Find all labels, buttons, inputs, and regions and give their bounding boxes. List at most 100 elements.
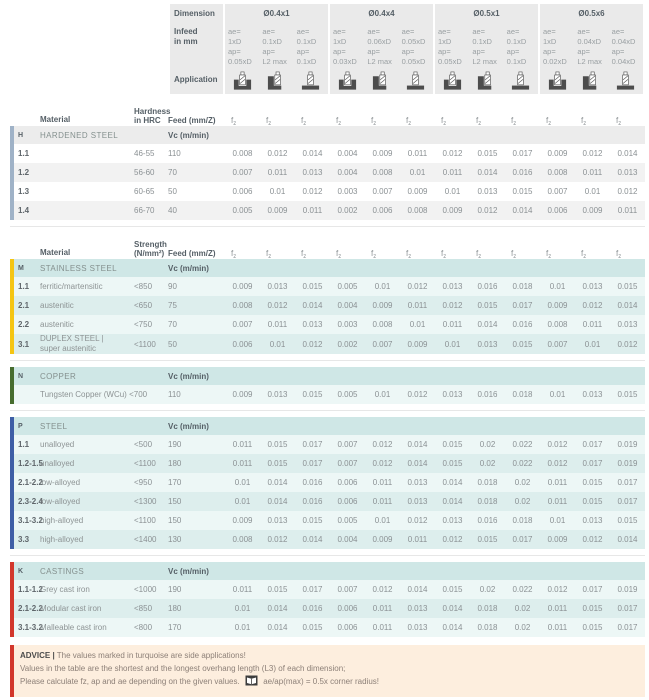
qualifier-cell: <1100	[134, 459, 156, 468]
slot-milling-icon	[540, 68, 574, 94]
fz-value: 0.013	[302, 320, 323, 329]
fz-value: 0.003	[337, 320, 358, 329]
fz-value: 0.016	[512, 320, 533, 329]
fz-column-header: fz	[441, 249, 447, 260]
fz-value: 0.017	[582, 459, 603, 468]
fz-column-header: fz	[231, 116, 237, 127]
fz-value: 0.017	[512, 301, 533, 310]
section-hardened-steel: H HARDENED STEEL Vc (m/min) 1.1 46-55 110 0.00…	[10, 126, 645, 220]
fz-value: 0.011	[372, 478, 393, 487]
qualifier-cell: <850	[134, 282, 153, 291]
fz-column-header: fz	[441, 116, 447, 127]
fz-value: 0.008	[232, 301, 253, 310]
fz-value: 0.012	[582, 149, 603, 158]
fz-value: 0.003	[337, 187, 358, 196]
fz-value: 0.017	[617, 478, 638, 487]
section-stainless-steel: M STAINLESS STEEL Vc (m/min) 1.1 ferritic/ma…	[10, 259, 645, 354]
qualifier-cell: <500	[134, 440, 153, 449]
vc-value: 180	[168, 604, 182, 613]
fz-value: 0.01	[584, 339, 601, 349]
material-group-color-bar	[10, 126, 14, 220]
material-cell: high-alloyed	[40, 515, 84, 525]
vc-value: 70	[168, 320, 177, 329]
application-icons	[435, 68, 538, 94]
ae-prefix: ae=	[262, 27, 276, 36]
ap-prefix: ap=	[296, 47, 310, 56]
fz-value: 0.014	[302, 301, 323, 310]
fz-value: 0.015	[302, 390, 323, 399]
row-id: 3.1	[18, 339, 30, 349]
fz-value: 0.017	[582, 585, 603, 594]
fz-value: 0.015	[512, 339, 533, 349]
fz-value: 0.01	[549, 390, 566, 399]
dimension-value: Ø0.5x6	[578, 9, 605, 18]
dimension-value: Ø0.4x4	[368, 9, 395, 18]
advice-color-bar	[10, 645, 14, 697]
fz-value: 0.008	[407, 206, 428, 215]
fz-value: 0.011	[582, 320, 603, 329]
table-row: 1.1 ferritic/martensitic <850 90 0.009 0.013 0…	[10, 277, 645, 296]
material-cell: austenitic	[40, 300, 74, 310]
fz-value: 0.014	[407, 440, 428, 449]
ae-value: 1xD	[228, 36, 242, 46]
qualifier-cell: <950	[134, 478, 153, 487]
fz-value: 0.009	[547, 535, 568, 544]
fz-value: 0.011	[407, 535, 428, 544]
fz-value: 0.014	[512, 206, 533, 215]
fz-value: 0.012	[407, 282, 428, 291]
fz-value: 0.008	[372, 320, 393, 329]
fz-value: 0.008	[547, 168, 568, 177]
fz-value: 0.005	[337, 282, 358, 291]
fz-value: 0.017	[512, 149, 533, 158]
material-cell: Malleable cast iron	[40, 622, 107, 632]
fz-column-header: fz	[511, 116, 517, 127]
qualifier-header-line: Hardness	[134, 107, 171, 116]
fz-value: 0.013	[442, 282, 463, 291]
fz-value: 0.016	[477, 516, 498, 525]
material-group-color-bar	[10, 367, 14, 404]
fz-value: 0.009	[407, 187, 428, 196]
vc-value: 170	[168, 478, 182, 487]
material-group-color-bar	[10, 417, 14, 549]
fz-value: 0.012	[547, 585, 568, 594]
fz-value: 0.015	[442, 440, 463, 449]
fz-value: 0.006	[337, 604, 358, 613]
fz-value: 0.012	[547, 459, 568, 468]
ae-value: 0.04xD	[577, 36, 602, 46]
qualifier-cell: 66-70	[134, 206, 155, 215]
infeed-cell: ae= 0.1xD ap= 0.1xD	[504, 24, 538, 68]
fz-value: 0.014	[477, 168, 498, 177]
fz-value: 0.008	[372, 168, 393, 177]
fz-value: 0.011	[582, 168, 603, 177]
fz-value: 0.014	[267, 623, 288, 632]
fz-value: 0.013	[407, 604, 428, 613]
fz-value: 0.015	[267, 459, 288, 468]
fz-value: 0.018	[512, 516, 533, 525]
fz-value: 0.013	[477, 187, 498, 196]
fz-value: 0.014	[302, 535, 323, 544]
ap-prefix: ap=	[401, 47, 415, 56]
section-separator	[10, 360, 645, 361]
fz-value: 0.011	[232, 440, 253, 449]
material-group-color-bar	[10, 259, 14, 354]
fz-value: 0.009	[372, 535, 393, 544]
fz-value: 0.015	[302, 623, 323, 632]
column-header-row: Material Strength (N/mm²) Feed (mm/Z) fz fz fz…	[10, 235, 645, 260]
section-copper: N COPPER Vc (m/min) Tungsten Copper (WCu) <…	[10, 367, 645, 404]
ap-prefix: ap=	[367, 47, 381, 56]
qualifier-header-line: in HRC	[134, 116, 161, 125]
fz-value: 0.015	[477, 301, 498, 310]
material-cell: high-alloyed	[40, 534, 84, 544]
dimension-group: Ø0.4x4 ae= 1xD ap= 0.03xD ae= 0.06xD ap= L2 max a…	[330, 4, 433, 94]
fz-value: 0.012	[582, 301, 603, 310]
table-row: 1.4 66-70 40 0.005 0.009 0.011 0.002 0.006 0.008…	[10, 201, 645, 220]
row-id: 1.1	[18, 149, 30, 158]
material-cell: unalloyed	[40, 439, 75, 449]
table-row: 3.3 high-alloyed <1400 130 0.008 0.012 0.014 0.…	[10, 530, 645, 549]
fz-column-header: fz	[581, 249, 587, 260]
fz-value: 0.012	[267, 535, 288, 544]
fz-value: 0.012	[442, 535, 463, 544]
row-id: 3.3	[18, 535, 30, 544]
fz-value: 0.004	[337, 301, 358, 310]
infeed-cell: ae= 1xD ap= 0.05xD	[225, 24, 259, 68]
